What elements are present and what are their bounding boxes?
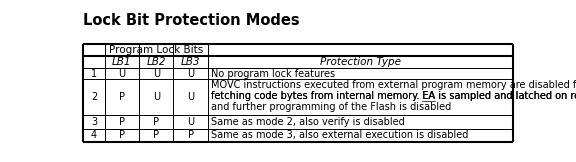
Text: No program lock features: No program lock features [210,69,335,79]
Text: Lock Bit Protection Modes: Lock Bit Protection Modes [83,13,300,28]
Text: and further programming of the Flash is disabled: and further programming of the Flash is … [210,102,451,112]
Text: LB3: LB3 [181,57,200,67]
Text: 3: 3 [91,117,97,127]
Text: fetching code bytes from internal memory.: fetching code bytes from internal memory… [210,91,422,101]
Text: P: P [119,117,125,127]
Text: U: U [187,92,194,102]
Text: fetching code bytes from internal memory. EA is sampled and latched on reset,: fetching code bytes from internal memory… [210,91,576,101]
Text: P: P [153,117,159,127]
Text: U: U [153,92,160,102]
Text: EA: EA [422,91,435,101]
Text: Same as mode 2, also verify is disabled: Same as mode 2, also verify is disabled [210,117,404,127]
Text: U: U [187,117,194,127]
Text: 1: 1 [91,69,97,79]
Text: U: U [153,69,160,79]
Text: P: P [119,130,125,140]
Text: 4: 4 [91,130,97,140]
Text: U: U [118,69,126,79]
Text: P: P [153,130,159,140]
Text: U: U [187,69,194,79]
Text: 2: 2 [91,92,97,102]
Text: P: P [188,130,194,140]
Text: MOVC instructions executed from external program memory are disabled from: MOVC instructions executed from external… [210,80,576,90]
Text: P: P [119,92,125,102]
Text: Same as mode 3, also external execution is disabled: Same as mode 3, also external execution … [210,130,468,140]
Text: LB1: LB1 [112,57,131,67]
Text: is sampled and latched on reset,: is sampled and latched on reset, [435,91,576,101]
Text: Program Lock Bits: Program Lock Bits [109,45,203,55]
Text: Protection Type: Protection Type [320,57,401,67]
Text: LB2: LB2 [146,57,166,67]
